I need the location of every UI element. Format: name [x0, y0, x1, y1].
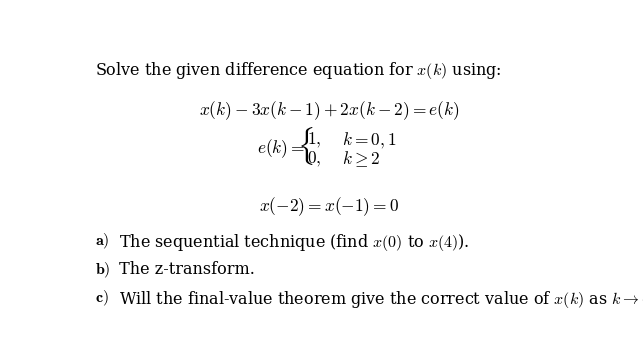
Text: $\mathbf{c)}$: $\mathbf{c)}$ — [95, 289, 109, 308]
Text: $0,$: $0,$ — [307, 150, 322, 169]
Text: $k \geq 2$: $k \geq 2$ — [342, 149, 381, 169]
Text: $x(k) - 3x(k-1) + 2x(k-2) = e(k)$: $x(k) - 3x(k-1) + 2x(k-2) = e(k)$ — [199, 99, 460, 122]
Text: The sequential technique (find $x(0)$ to $x(4)$).: The sequential technique (find $x(0)$ to… — [114, 232, 470, 253]
Text: $e(k) =$: $e(k) =$ — [257, 137, 305, 160]
Text: $1,$: $1,$ — [307, 131, 322, 150]
Text: $\{$: $\{$ — [297, 125, 314, 167]
Text: Will the final-value theorem give the correct value of $x(k)$ as $k \to \infty$?: Will the final-value theorem give the co… — [114, 289, 643, 310]
Text: Solve the given difference equation for $x(k)$ using:: Solve the given difference equation for … — [95, 60, 502, 81]
Text: $x(-2) = x(-1) = 0$: $x(-2) = x(-1) = 0$ — [260, 195, 399, 218]
Text: $\mathbf{a)}$: $\mathbf{a)}$ — [95, 232, 110, 251]
Text: $\mathbf{b)}$: $\mathbf{b)}$ — [95, 261, 111, 280]
Text: $k = 0, 1$: $k = 0, 1$ — [342, 131, 397, 151]
Text: The z-transform.: The z-transform. — [114, 261, 255, 278]
